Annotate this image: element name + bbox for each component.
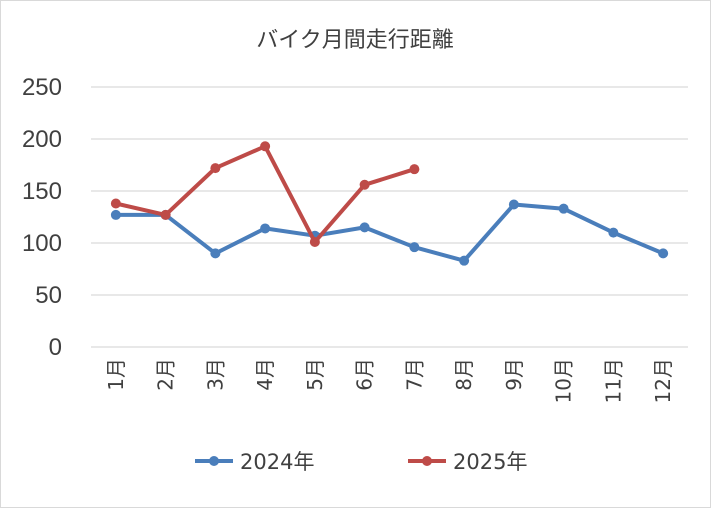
data-point: [210, 163, 221, 174]
data-point: [409, 164, 420, 175]
data-point: [110, 198, 121, 209]
x-axis-ticks: 1月 2月 3月 4月 5月 6月 7月 8月 9月 10月 11月 12月: [104, 358, 675, 403]
series-lines: [110, 141, 669, 266]
series-1: [110, 141, 420, 247]
data-point: [409, 242, 420, 253]
x-tick-label: 2月: [154, 358, 178, 391]
series-line: [113, 202, 666, 263]
legend-label: 2025年: [453, 450, 527, 474]
y-tick-label: 250: [22, 74, 62, 101]
data-point: [658, 248, 669, 259]
legend: 2024年 2025年: [195, 450, 527, 474]
data-point: [160, 209, 171, 220]
y-tick-label: 100: [22, 230, 62, 257]
data-point: [260, 141, 271, 152]
x-tick-label: 11月: [601, 358, 625, 403]
y-tick-label: 150: [22, 178, 62, 205]
y-axis-ticks: 0 50 100 150 200 250: [22, 74, 62, 361]
legend-item: 2025年: [408, 450, 527, 474]
x-tick-label: 8月: [452, 358, 476, 391]
legend-marker: [422, 456, 432, 466]
data-point: [309, 236, 320, 247]
legend-item: 2024年: [195, 450, 314, 474]
y-tick-label: 200: [22, 126, 62, 153]
x-tick-label: 6月: [353, 358, 377, 391]
x-tick-label: 7月: [402, 358, 426, 391]
x-tick-label: 10月: [552, 358, 576, 403]
data-point: [359, 222, 370, 233]
x-tick-label: 3月: [203, 358, 227, 391]
data-point: [260, 223, 271, 234]
data-point: [359, 179, 370, 190]
x-tick-label: 9月: [502, 358, 526, 391]
x-tick-label: 1月: [104, 358, 128, 391]
legend-marker: [209, 456, 219, 466]
data-point: [459, 255, 470, 266]
x-tick-label: 12月: [651, 358, 675, 403]
data-point: [110, 209, 121, 220]
data-point: [558, 203, 569, 214]
data-point: [210, 248, 221, 259]
data-point: [608, 227, 619, 238]
y-tick-label: 0: [49, 334, 62, 361]
gridlines: [91, 86, 688, 348]
x-tick-label: 5月: [303, 358, 327, 391]
data-point: [508, 199, 519, 210]
legend-label: 2024年: [240, 450, 314, 474]
x-tick-label: 4月: [253, 358, 277, 391]
series-0: [110, 199, 669, 266]
chart-title: バイク月間走行距離: [256, 28, 454, 53]
y-tick-label: 50: [35, 282, 62, 309]
